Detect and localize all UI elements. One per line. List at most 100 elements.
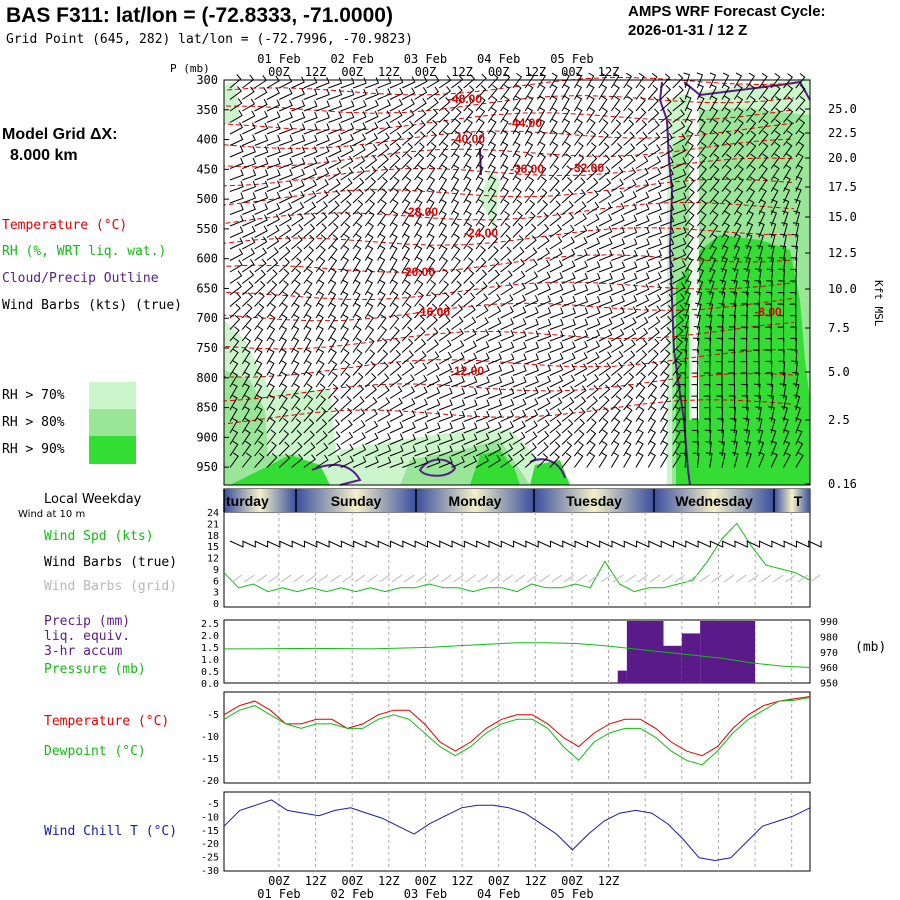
wind-barb: [635, 215, 650, 227]
wind-barb: [746, 95, 756, 112]
wind-barb: [451, 292, 463, 307]
wind-barb: [487, 141, 497, 158]
wind-barb: [352, 456, 367, 468]
wind-barb: [377, 421, 391, 434]
wind-barb: [623, 440, 632, 457]
wind-barb: [610, 361, 624, 376]
isotherm: [223, 254, 795, 280]
wind-barb: [623, 226, 638, 238]
wind-barb: [327, 360, 338, 376]
wind-barb: [683, 72, 691, 89]
wind-barb: [266, 394, 275, 411]
wind-barb: [487, 153, 496, 169]
precip-bar: [617, 670, 627, 683]
wind-barb: [315, 268, 325, 284]
wind-barb: [254, 280, 266, 296]
wind-barb: [414, 456, 429, 468]
wind-barb: [728, 326, 736, 342]
wind-barb: [266, 302, 277, 319]
wind-barb: [438, 303, 451, 319]
wind-barb: [647, 294, 662, 307]
wind-barb: [598, 237, 613, 250]
time-gridlines: [278, 512, 793, 871]
cloud-outline-line: [683, 80, 811, 101]
wind-barb: [500, 258, 513, 273]
wind-barb: [598, 318, 613, 330]
wind-barb: [549, 84, 558, 100]
wind-barb: [512, 431, 526, 445]
wind-barb: [389, 165, 401, 181]
wind-barb: [426, 387, 441, 399]
clear-gap: [689, 80, 699, 420]
windchill-ytick-label: -15: [201, 826, 219, 837]
wind-barb: [303, 442, 316, 457]
wind-barb: [770, 119, 781, 135]
wind-barb: [733, 233, 741, 250]
wind-barb: [328, 200, 340, 215]
wind-barb: [795, 440, 804, 457]
wind-barb: [451, 456, 465, 468]
wind-barb: [586, 213, 600, 227]
wind-barb: [278, 191, 293, 204]
wind-barb: [635, 429, 644, 445]
pressure-tick-label: 400: [196, 133, 218, 147]
temp-ytick-label: -15: [201, 754, 219, 765]
wind-barb: [340, 348, 350, 365]
wind-barb: [549, 295, 564, 307]
wind-barb: [709, 222, 719, 238]
wind-barb: [303, 337, 312, 353]
wind-barb: [537, 318, 552, 330]
wind-barb: [549, 107, 558, 123]
wind-barb: [709, 233, 718, 250]
wind-barb: [377, 433, 391, 445]
wind-barb: [574, 225, 588, 238]
wind-barb: [709, 95, 718, 112]
wind-barb: [792, 222, 800, 238]
wind-barb: [647, 73, 658, 89]
wind-barb: [475, 410, 490, 422]
wind-barb: [377, 302, 387, 319]
wind-barb: [524, 387, 539, 399]
wind-barb: [721, 142, 732, 158]
wind-barb: [647, 316, 661, 330]
precip-ytick-label: 1.0: [201, 655, 219, 666]
wind-barb: [524, 420, 538, 434]
wind-barb: [695, 302, 702, 319]
wind-barb: [696, 267, 704, 284]
temperature-line: [223, 696, 811, 757]
wind-barb: [549, 430, 562, 445]
wind-barb: [635, 179, 650, 192]
wind-barb: [778, 349, 785, 365]
wind-barb: [414, 315, 426, 330]
wind-barb: [475, 153, 484, 169]
wind-barb: [746, 164, 756, 181]
wind-barb: [254, 417, 264, 434]
wind-barb: [377, 337, 388, 353]
wind-barb: [525, 375, 539, 388]
wind-barb: [718, 440, 725, 457]
wind-ytick-label: 18: [207, 531, 219, 542]
wind-barb: [537, 259, 551, 273]
wind-barb: [598, 351, 612, 365]
wind-barb: [279, 99, 293, 112]
height-tick-label: 22.5: [828, 126, 857, 140]
wind-barb: [266, 314, 276, 330]
wind-barb: [451, 364, 465, 376]
wind-barb: [660, 192, 675, 204]
wind-barb: [660, 203, 675, 215]
isotherm-label: -44.00: [508, 116, 542, 130]
wind-barb: [500, 421, 514, 434]
wind-barb: [500, 95, 510, 112]
wind-barb: [229, 394, 238, 411]
wind-barb: [561, 295, 576, 307]
wind-barb: [574, 352, 588, 365]
wind-barb: [512, 376, 527, 388]
wind-barb: [315, 407, 327, 422]
wind-barb: [315, 279, 325, 296]
wind-barb: [254, 169, 269, 181]
wind-barb: [426, 130, 438, 146]
wind-barb: [475, 444, 490, 457]
grid-wind-barb: [588, 574, 599, 583]
wind-barb: [278, 76, 293, 89]
wind-barb: [303, 406, 314, 422]
